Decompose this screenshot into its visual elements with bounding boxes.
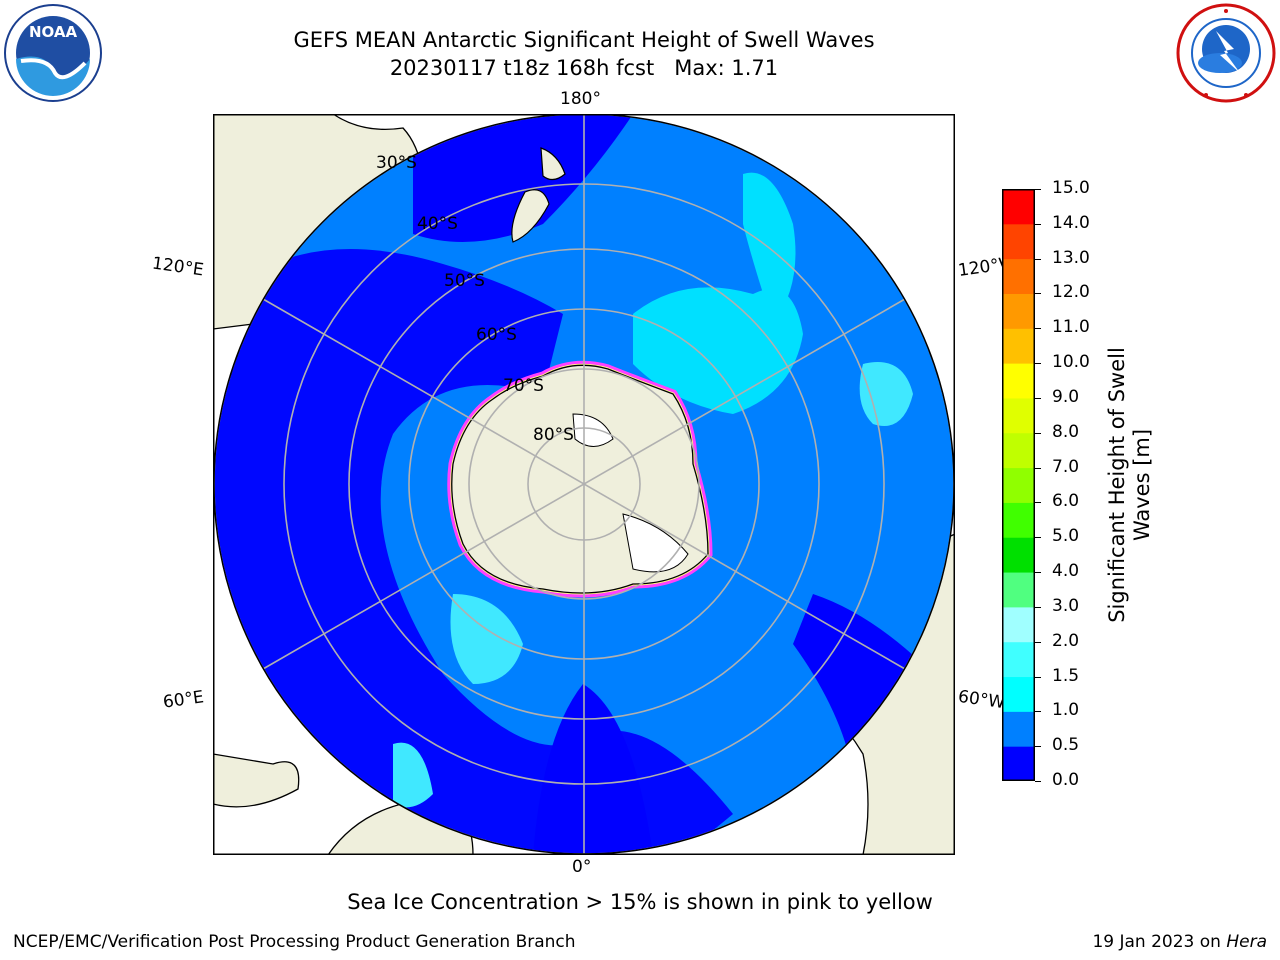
colorbar-tick-label: 0.5 [1052, 735, 1080, 756]
colorbar-tick-mark [1035, 606, 1041, 608]
colorbar-tick-label: 0.0 [1052, 770, 1080, 790]
swell-patch-east [859, 362, 913, 426]
chart-subtitle: 20230117 t18z 168h fcst Max: 1.71 [389, 56, 779, 80]
colorbar-label-line2: Waves [m] [1130, 428, 1154, 542]
colorbar-tick-label: 13.0 [1052, 247, 1090, 268]
colorbar-tick-label: 6.0 [1052, 491, 1080, 512]
polar-map [213, 114, 955, 855]
colorbar-tick-mark [1035, 781, 1041, 782]
colorbar-segment [1002, 189, 1035, 225]
noaa-logo: NOAA [4, 4, 102, 102]
colorbar-segment [1002, 223, 1035, 260]
colorbar-tick-mark [1035, 293, 1041, 295]
colorbar-tick-label: 12.0 [1052, 282, 1090, 303]
map-frame [213, 114, 955, 855]
colorbar-segment [1002, 641, 1035, 678]
low-swell-region-south [533, 684, 653, 854]
colorbar-tick-mark [1035, 502, 1041, 504]
colorbar-tick-mark [1035, 641, 1041, 643]
colorbar-segment [1002, 502, 1035, 538]
colorbar-tick-mark [1035, 537, 1041, 539]
colorbar-tick-label: 15.0 [1052, 178, 1090, 198]
colorbar-segment [1002, 572, 1035, 608]
low-swell-region [214, 249, 733, 854]
noaa-logo-text: NOAA [29, 23, 78, 41]
colorbar-segment [1002, 432, 1035, 469]
lat-label-50s: 50°S [444, 271, 485, 291]
colorbar-tick-mark [1035, 467, 1041, 469]
colorbar-label: Significant Height of Swell Waves [m] [1105, 347, 1155, 623]
colorbar-tick-label: 11.0 [1052, 317, 1090, 338]
lon-label-60w: 60°W [956, 686, 1007, 714]
colorbar-tick-label: 8.0 [1052, 421, 1080, 442]
colorbar-tick-mark [1035, 328, 1041, 330]
colorbar-segment [1002, 606, 1035, 643]
lon-label-60e: 60°E [161, 687, 206, 713]
colorbar-tick-mark [1035, 432, 1041, 434]
lon-label-120e: 120°E [150, 253, 205, 281]
colorbar-segment [1002, 676, 1035, 712]
colorbar-tick-mark [1035, 223, 1041, 225]
colorbar-segment [1002, 258, 1035, 294]
low-swell-region-north [413, 114, 633, 242]
colorbar-tick-mark [1035, 363, 1041, 365]
colorbar-segment [1002, 537, 1035, 573]
colorbar-tick-label: 5.0 [1052, 526, 1080, 547]
colorbar-tick-label: 1.0 [1052, 700, 1080, 721]
colorbar-segment [1002, 328, 1035, 364]
lon-label-0: 0° [572, 857, 592, 877]
colorbar-tick-label: 9.0 [1052, 386, 1080, 407]
madagascar-landmass [213, 753, 300, 808]
colorbar-tick-mark [1035, 258, 1041, 260]
colorbar-segment [1002, 397, 1035, 434]
colorbar-tick-mark [1035, 572, 1041, 574]
new-zealand-landmass [511, 147, 566, 243]
colorbar-tick-label: 14.0 [1052, 212, 1090, 233]
colorbar-segment [1002, 711, 1035, 747]
colorbar [1002, 189, 1035, 781]
lat-label-80s: 80°S [533, 425, 574, 445]
colorbar-segment [1002, 746, 1035, 781]
colorbar-tick-label: 1.5 [1052, 665, 1080, 686]
lat-label-30s: 30°S [376, 153, 417, 173]
footer-host: Hera [1226, 932, 1267, 952]
footer-date: 19 Jan 2023 on Hera [1092, 932, 1267, 952]
graticule [214, 114, 954, 854]
lat-label-40s: 40°S [417, 214, 458, 234]
chart-title: GEFS MEAN Antarctic Significant Height o… [293, 28, 875, 52]
colorbar-segment [1002, 467, 1035, 503]
colorbar-tick-mark [1035, 676, 1041, 678]
colorbar-tick-label: 10.0 [1052, 352, 1090, 373]
colorbar-frame [1002, 189, 1035, 781]
footer-credit: NCEP/EMC/Verification Post Processing Pr… [13, 932, 576, 952]
footer-date-text: 19 Jan 2023 on [1092, 932, 1221, 952]
ross-ice-shelf [572, 413, 614, 447]
nws-logo [1176, 3, 1276, 103]
colorbar-tick-label: 4.0 [1052, 561, 1080, 582]
lat-label-70s: 70°S [503, 376, 544, 396]
colorbar-tick-mark [1035, 397, 1041, 399]
ice-note: Sea Ice Concentration > 15% is shown in … [347, 890, 933, 914]
colorbar-segment [1002, 293, 1035, 329]
swell-patch-southwest [393, 742, 433, 808]
lat-label-60s: 60°S [476, 325, 517, 345]
colorbar-tick-label: 2.0 [1052, 630, 1080, 651]
colorbar-label-line1: Significant Height of Swell [1104, 347, 1129, 623]
colorbar-tick-label: 7.0 [1052, 456, 1080, 477]
colorbar-tick-mark [1035, 711, 1041, 713]
lon-label-180: 180° [560, 89, 601, 109]
colorbar-tick-mark [1035, 189, 1041, 190]
colorbar-tick-mark [1035, 746, 1041, 748]
colorbar-tick-label: 3.0 [1052, 595, 1080, 616]
colorbar-segment [1002, 363, 1035, 399]
